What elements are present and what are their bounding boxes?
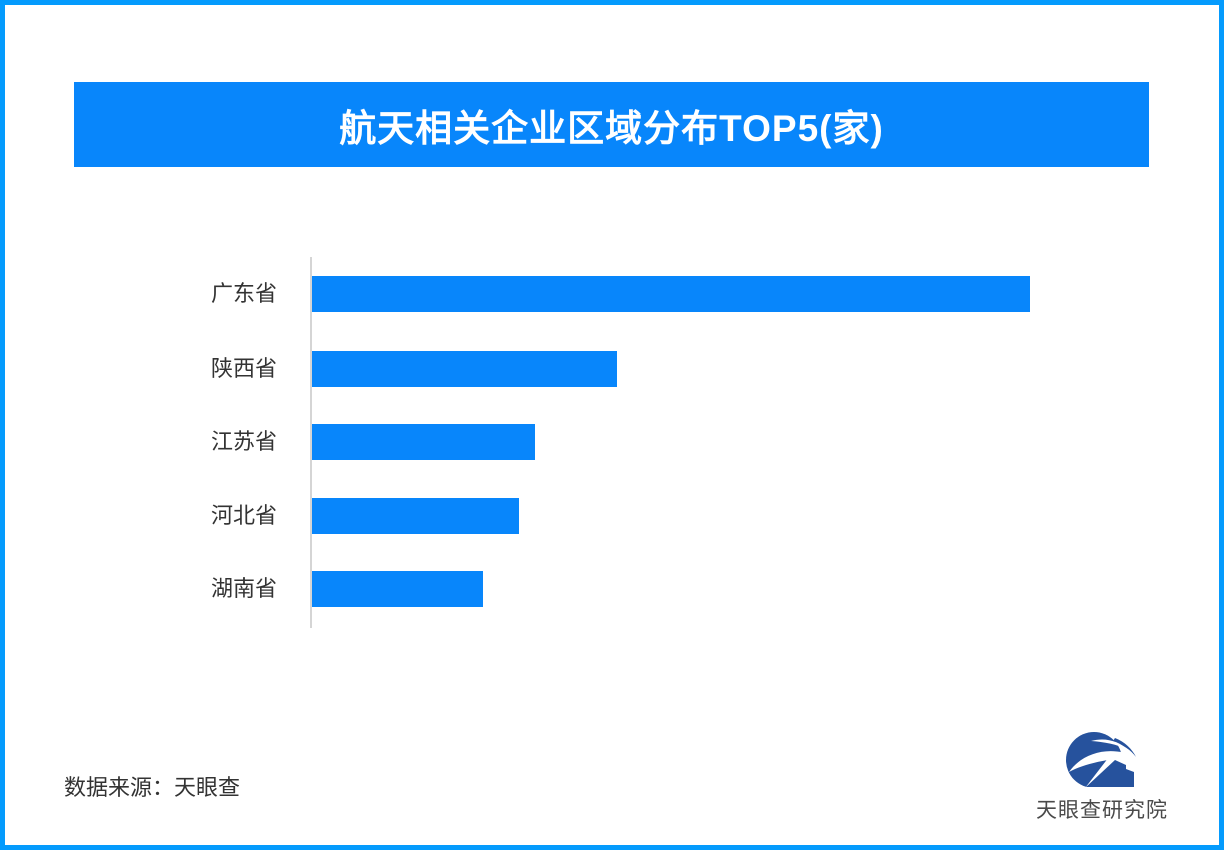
bar <box>312 498 519 534</box>
bar <box>312 424 535 460</box>
data-source-note: 数据来源：天眼查 <box>64 775 241 800</box>
brand-logo: 天眼查研究院 <box>1024 730 1180 825</box>
category-axis-line <box>310 257 312 628</box>
chart-title-banner: 航天相关企业区域分布TOP5(家) <box>74 82 1149 167</box>
bar-category-label: 广东省 <box>210 281 277 306</box>
bar-category-label: 江苏省 <box>210 429 277 454</box>
chart-title: 航天相关企业区域分布TOP5(家) <box>339 107 884 149</box>
bar <box>312 351 617 387</box>
bar <box>312 571 483 607</box>
brand-logo-text: 天眼查研究院 <box>1036 799 1168 822</box>
bar <box>312 276 1030 312</box>
bar-category-label: 陕西省 <box>210 356 277 381</box>
tianyancha-logo-icon <box>1066 732 1139 790</box>
bar-category-label: 湖南省 <box>210 576 277 601</box>
bar-category-label: 河北省 <box>210 503 277 528</box>
